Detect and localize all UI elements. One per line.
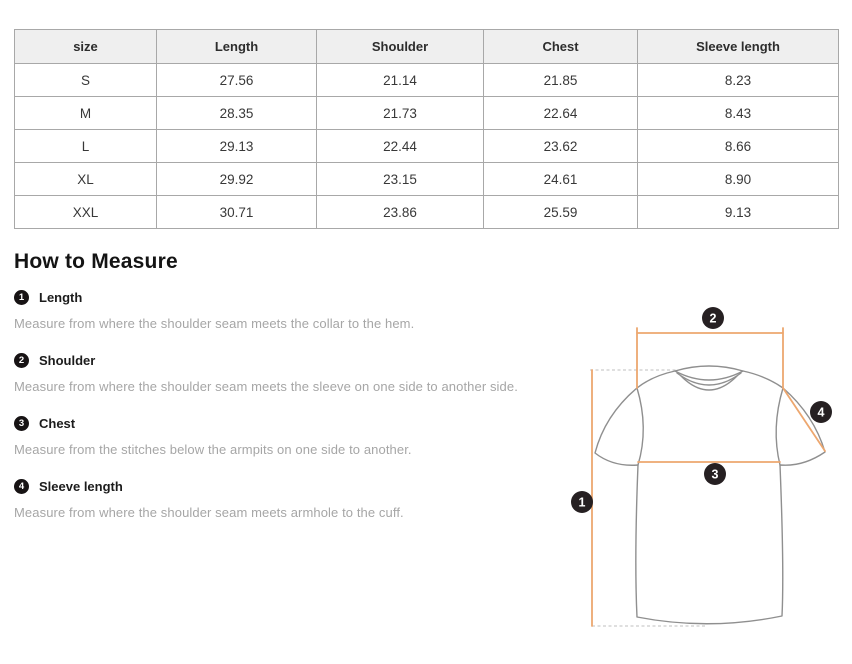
- cell-chest: 22.64: [483, 96, 638, 130]
- how-to-measure-section: How to Measure 1 Length Measure from whe…: [14, 250, 554, 542]
- number-badge-4: 4: [14, 479, 29, 494]
- marker-4-circle: [810, 401, 832, 423]
- measure-item-description: Measure from the stitches below the armp…: [14, 442, 412, 457]
- cell-length: 28.35: [156, 96, 317, 130]
- marker-4-number: 4: [818, 406, 825, 420]
- tshirt-measurement-diagram: 1 2 3 4: [571, 307, 832, 627]
- measure-item-sleeve-length: 4 Sleeve length Measure from where the s…: [14, 479, 554, 520]
- table-row-l: L 29.13 22.44 23.62 8.66: [14, 129, 839, 163]
- measure-item-description: Measure from where the shoulder seam mee…: [14, 379, 518, 394]
- cell-sleeve: 8.90: [637, 162, 839, 196]
- cell-chest: 21.85: [483, 63, 638, 97]
- cell-shoulder: 21.73: [316, 96, 484, 130]
- size-table-container: size Length Shoulder Chest Sleeve length…: [14, 29, 839, 229]
- cell-chest: 25.59: [483, 195, 638, 229]
- cell-shoulder: 23.15: [316, 162, 484, 196]
- sleeve-measure-line: [782, 387, 826, 452]
- marker-3-number: 3: [712, 468, 719, 482]
- cell-shoulder: 21.14: [316, 63, 484, 97]
- cell-size: XL: [14, 162, 157, 196]
- cell-size: L: [14, 129, 157, 163]
- table-row-xxl: XXL 30.71 23.86 25.59 9.13: [14, 195, 839, 229]
- marker-1-circle: [571, 491, 593, 513]
- cell-length: 29.92: [156, 162, 317, 196]
- measure-item-label: Sleeve length: [39, 479, 123, 494]
- tshirt-outline: [594, 365, 826, 625]
- number-badge-2: 2: [14, 353, 29, 368]
- cell-length: 29.13: [156, 129, 317, 163]
- measure-item-label: Shoulder: [39, 353, 96, 368]
- cell-chest: 24.61: [483, 162, 638, 196]
- measure-item-shoulder: 2 Shoulder Measure from where the should…: [14, 353, 554, 394]
- cell-sleeve: 8.23: [637, 63, 839, 97]
- measure-item-length: 1 Length Measure from where the shoulder…: [14, 290, 554, 331]
- marker-2-number: 2: [710, 312, 717, 326]
- cell-shoulder: 22.44: [316, 129, 484, 163]
- header-cell-shoulder: Shoulder: [316, 29, 484, 64]
- measure-item-label: Length: [39, 290, 83, 305]
- number-badge-1: 1: [14, 290, 29, 305]
- cell-chest: 23.62: [483, 129, 638, 163]
- cell-length: 30.71: [156, 195, 317, 229]
- cell-size: S: [14, 63, 157, 97]
- header-cell-length: Length: [156, 29, 317, 64]
- cell-size: XXL: [14, 195, 157, 229]
- measure-item-label: Chest: [39, 416, 76, 431]
- header-cell-chest: Chest: [483, 29, 638, 64]
- cell-shoulder: 23.86: [316, 195, 484, 229]
- size-table-header-row: size Length Shoulder Chest Sleeve length: [14, 29, 839, 64]
- table-row-s: S 27.56 21.14 21.85 8.23: [14, 63, 839, 97]
- dashed-guide-lines: [590, 369, 707, 627]
- table-row-xl: XL 29.92 23.15 24.61 8.90: [14, 162, 839, 196]
- table-row-m: M 28.35 21.73 22.64 8.43: [14, 96, 839, 130]
- how-to-measure-title: How to Measure: [14, 250, 178, 273]
- cell-length: 27.56: [156, 63, 317, 97]
- number-badge-3: 3: [14, 416, 29, 431]
- size-table: size Length Shoulder Chest Sleeve length…: [14, 29, 839, 229]
- measure-item-description: Measure from where the shoulder seam mee…: [14, 316, 415, 331]
- header-cell-sleeve-length: Sleeve length: [637, 29, 839, 64]
- marker-3-circle: [704, 463, 726, 485]
- cell-sleeve: 8.66: [637, 129, 839, 163]
- header-cell-size: size: [14, 29, 157, 64]
- cell-sleeve: 8.43: [637, 96, 839, 130]
- cell-sleeve: 9.13: [637, 195, 839, 229]
- measure-item-chest: 3 Chest Measure from the stitches below …: [14, 416, 554, 457]
- cell-size: M: [14, 96, 157, 130]
- marker-2-circle: [702, 307, 724, 329]
- diagram-markers: [571, 307, 832, 513]
- measure-item-description: Measure from where the shoulder seam mee…: [14, 505, 404, 520]
- marker-1-number: 1: [579, 496, 586, 510]
- diagram-marker-numbers: 1 2 3 4: [579, 312, 825, 510]
